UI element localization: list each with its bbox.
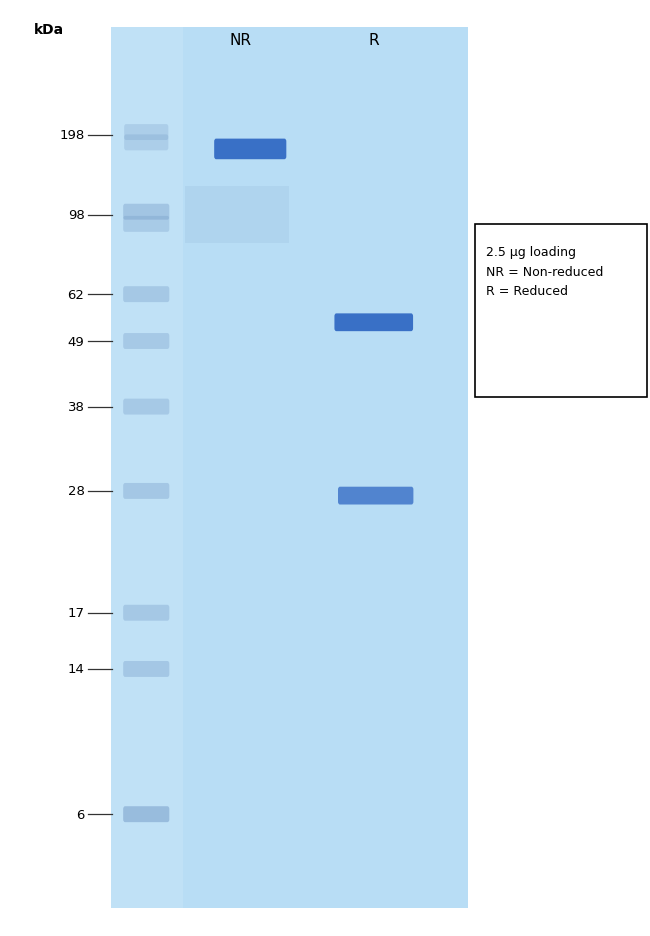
FancyBboxPatch shape: [124, 661, 169, 678]
Text: 17: 17: [68, 607, 84, 620]
Bar: [111, 28, 468, 908]
FancyBboxPatch shape: [124, 807, 169, 823]
FancyBboxPatch shape: [124, 333, 169, 350]
Bar: [185, 187, 289, 243]
FancyBboxPatch shape: [338, 488, 413, 505]
FancyBboxPatch shape: [334, 314, 413, 332]
Text: 38: 38: [68, 401, 84, 414]
Text: R: R: [369, 33, 379, 48]
Text: NR: NR: [229, 33, 252, 48]
Text: 6: 6: [76, 808, 85, 821]
FancyBboxPatch shape: [124, 606, 169, 622]
FancyBboxPatch shape: [124, 124, 168, 140]
Text: 28: 28: [68, 485, 84, 498]
FancyBboxPatch shape: [124, 205, 169, 220]
FancyBboxPatch shape: [124, 135, 168, 151]
Text: 198: 198: [59, 129, 84, 142]
Text: 62: 62: [68, 288, 84, 301]
Text: 2.5 μg loading
NR = Non-reduced
R = Reduced: 2.5 μg loading NR = Non-reduced R = Redu…: [486, 246, 603, 298]
Text: 14: 14: [68, 663, 84, 676]
FancyBboxPatch shape: [124, 484, 169, 500]
Bar: [111, 28, 183, 908]
Text: 98: 98: [68, 209, 84, 222]
FancyBboxPatch shape: [214, 139, 286, 160]
FancyBboxPatch shape: [124, 286, 169, 303]
Text: kDa: kDa: [34, 23, 64, 37]
FancyBboxPatch shape: [124, 217, 169, 232]
FancyBboxPatch shape: [474, 225, 647, 398]
FancyBboxPatch shape: [124, 400, 169, 416]
Text: 49: 49: [68, 335, 84, 348]
